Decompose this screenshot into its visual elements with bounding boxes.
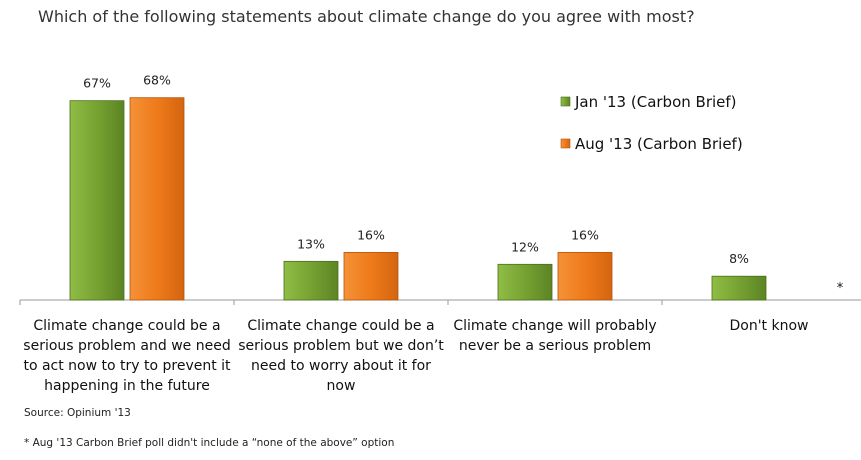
bars-layer — [69, 97, 767, 301]
data-label-series-1-cat-0: 68% — [143, 73, 171, 88]
source-note: Source: Opinium '13 — [24, 407, 131, 419]
category-label-0-line-0: Climate change could be a — [33, 318, 220, 334]
data-label-series-1-cat-2: 16% — [571, 227, 599, 242]
category-label-1-line-3: now — [327, 378, 356, 394]
data-label-series-0-cat-3: 8% — [729, 251, 749, 266]
category-label-0-line-1: serious problem and we need — [23, 338, 230, 354]
legend-label-jan: Jan '13 (Carbon Brief) — [574, 93, 737, 111]
data-label-series-0-cat-2: 12% — [511, 239, 539, 254]
legend-label-aug: Aug '13 (Carbon Brief) — [575, 135, 743, 153]
bar-series-0-cat-3 — [711, 275, 767, 301]
legend: Jan '13 (Carbon Brief) Aug '13 (Carbon B… — [560, 93, 743, 153]
category-label-0-line-2: to act now to try to prevent it — [23, 358, 231, 374]
category-label-2-line-0: Climate change will probably — [453, 318, 656, 334]
bar-series-1-cat-2 — [557, 251, 613, 301]
bar-series-0-cat-2 — [497, 263, 553, 301]
category-label-1-line-0: Climate change could be a — [247, 318, 434, 334]
category-label-1-line-2: need to worry about it for — [251, 358, 431, 374]
data-label-series-0-cat-1: 13% — [297, 236, 325, 251]
chart-title: Which of the following statements about … — [38, 7, 695, 26]
data-labels-layer: 67% 68% 13% 16% 12% 16% 8% * — [83, 73, 844, 296]
bar-series-1-cat-0 — [129, 97, 185, 301]
data-label-series-0-cat-0: 67% — [83, 76, 111, 91]
category-labels-layer: Climate change could be a serious problem… — [23, 318, 808, 394]
category-label-0-line-3: happening in the future — [44, 378, 210, 394]
category-label-3-line-0: Don't know — [729, 318, 808, 334]
bar-series-1-cat-1 — [343, 251, 399, 301]
data-label-series-1-cat-1: 16% — [357, 227, 385, 242]
legend-swatch-aug — [560, 138, 571, 149]
category-label-2-line-1: never be a serious problem — [459, 338, 651, 354]
category-marker-3: * — [837, 281, 844, 296]
bar-series-0-cat-0 — [69, 100, 125, 301]
bar-series-0-cat-1 — [283, 260, 339, 301]
footnote: * Aug '13 Carbon Brief poll didn't inclu… — [24, 437, 394, 449]
axis-layer — [19, 299, 861, 305]
category-label-1-line-1: serious problem but we don’t — [238, 338, 444, 354]
legend-swatch-jan — [560, 96, 571, 107]
